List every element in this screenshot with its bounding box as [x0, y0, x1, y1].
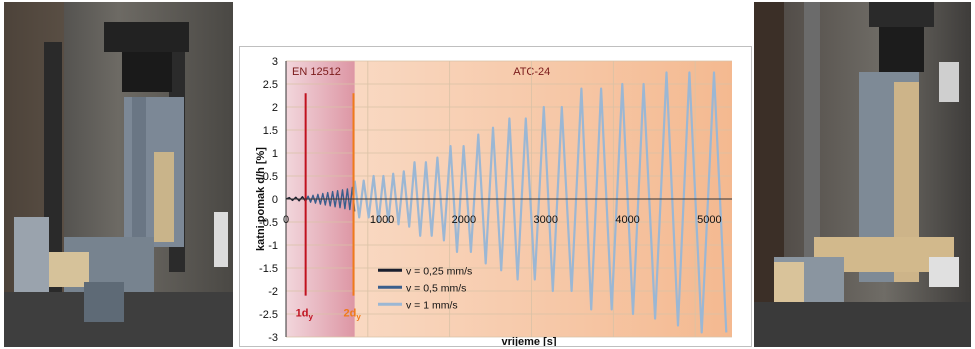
x-tick-label: 5000 [697, 214, 721, 226]
chart-svg: EN 12512 ATC-24 1dy 2dy -3-2.5-2-1.5-1-0.5… [255, 56, 732, 346]
y-tick-label: -1.5 [259, 263, 278, 275]
legend-label: v = 0,5 mm/s [406, 282, 466, 294]
displacement-history-chart: EN 12512 ATC-24 1dy 2dy -3 -2.5 -2 -1.5 -1 -0.5… [239, 46, 752, 347]
x-tick-label: 3000 [534, 214, 558, 226]
test-rig-photo-left [4, 2, 233, 347]
y-tick-label: 0.5 [263, 171, 278, 183]
x-tick-label: 2000 [452, 214, 476, 226]
y-tick-label: 0 [272, 194, 278, 206]
test-rig-photo-left-image [4, 2, 233, 347]
chart-axes: -3 -2.5 -2 -1.5 -1 -0.5 0 0.5 1 1.5 2 2.5 3 0 1000 2000… [259, 56, 732, 344]
x-axis-title: vrijeme [s] [501, 336, 556, 346]
x-tick-label: 0 [283, 214, 289, 226]
y-tick-label: 1.5 [263, 125, 278, 137]
legend-label: v = 1 mm/s [406, 299, 458, 311]
y-tick-label: -2 [268, 286, 278, 298]
y-tick-label: 1 [272, 148, 278, 160]
series-line [353, 71, 728, 334]
series-layer [285, 71, 728, 334]
x-tick-label: 1000 [370, 214, 394, 226]
y-tick-label: 2.5 [263, 79, 278, 91]
y-tick-label: -1 [268, 240, 278, 252]
series-line [304, 186, 356, 212]
chart-legend: v = 0,25 mm/s v = 0,5 mm/s v = 1 mm/s [378, 265, 472, 311]
series-line [285, 195, 307, 202]
y-axis-title: katni pomak d/h [%] [255, 147, 267, 251]
y-tick-label: -3 [268, 332, 278, 344]
legend-label: v = 0,25 mm/s [406, 265, 472, 277]
test-rig-photo-right-image [754, 2, 971, 347]
region-label: EN 12512 [292, 66, 341, 78]
test-rig-photo-right [754, 2, 971, 347]
y-tick-label: 3 [272, 56, 278, 68]
y-tick-label: -0.5 [259, 217, 278, 229]
x-tick-label: 4000 [615, 214, 639, 226]
y-tick-label: -2.5 [259, 309, 278, 321]
y-tick-label: 2 [272, 102, 278, 114]
